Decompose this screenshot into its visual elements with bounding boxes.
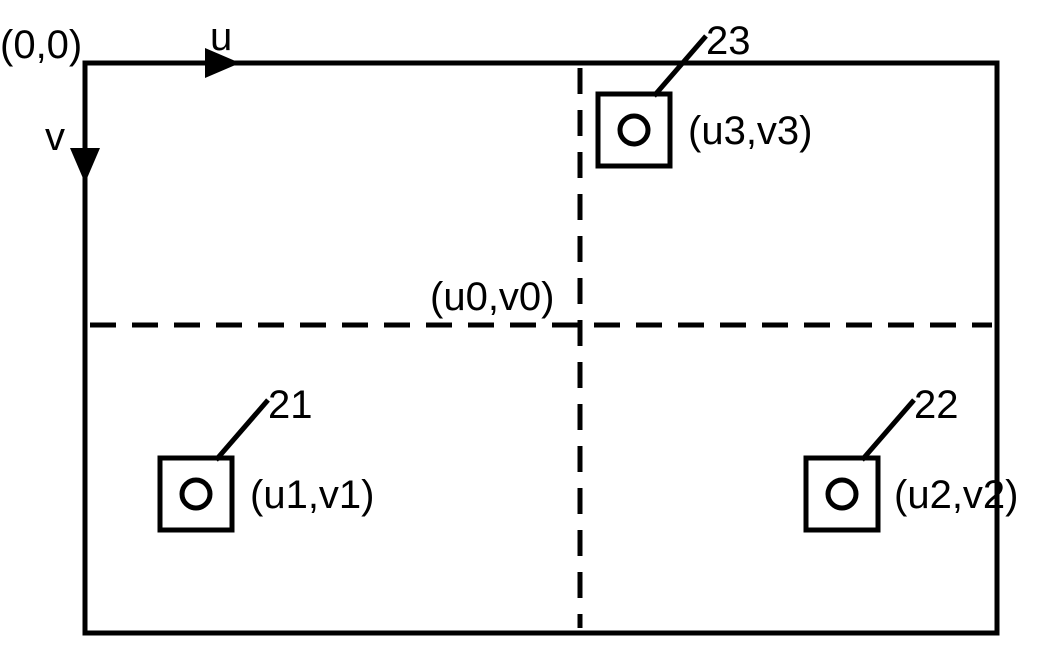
point-number-label: 21 — [268, 383, 313, 427]
point-circle-icon — [828, 480, 856, 508]
point-number-label: 22 — [914, 383, 959, 427]
point-box — [598, 94, 670, 166]
point-circle-icon — [620, 116, 648, 144]
point-21: 21 (u1,v1) — [160, 383, 375, 530]
point-coord-label: (u3,v3) — [688, 109, 813, 153]
point-coord-label: (u1,v1) — [250, 473, 375, 517]
points-group: 21 (u1,v1) 22 (u2,v2) 23 (u3,v3) — [160, 19, 1019, 530]
u-axis-label: u — [210, 15, 232, 59]
leader-line — [862, 400, 914, 460]
point-coord-label: (u2,v2) — [894, 473, 1019, 517]
center-label: (u0,v0) — [430, 275, 555, 319]
point-number-label: 23 — [706, 19, 751, 63]
point-circle-icon — [182, 480, 210, 508]
origin-label: (0,0) — [0, 23, 82, 67]
frame-rect — [85, 63, 997, 633]
diagram-canvas: (0,0) u v (u0,v0) 21 (u1,v1) 22 (u2,v2) 23 (u… — [0, 0, 1042, 665]
point-22: 22 (u2,v2) — [806, 383, 1019, 530]
point-box — [806, 458, 878, 530]
point-box — [160, 458, 232, 530]
leader-line — [216, 400, 268, 460]
leader-line — [654, 36, 706, 96]
v-axis-label: v — [45, 115, 65, 159]
point-23: 23 (u3,v3) — [598, 19, 813, 166]
